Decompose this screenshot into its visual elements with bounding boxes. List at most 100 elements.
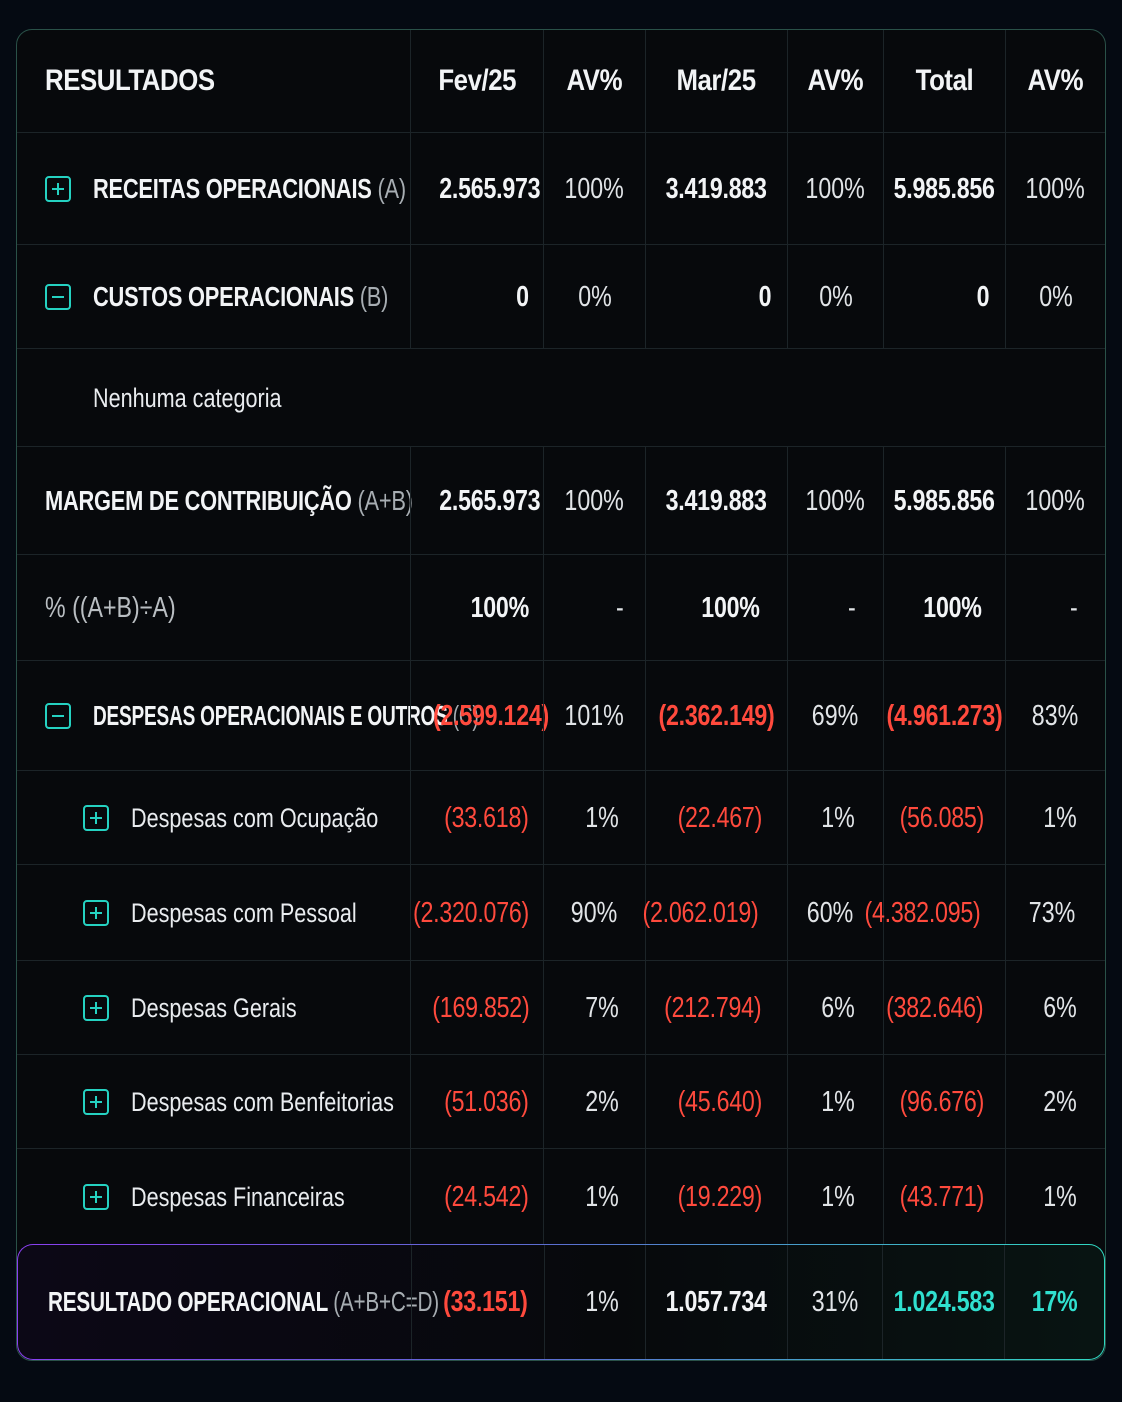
percentual-fev: 100% xyxy=(470,591,530,624)
column-header-av-mar[interactable]: AV% xyxy=(807,64,864,97)
receitas-suffix: (A) xyxy=(377,173,406,204)
pessoal-label: Despesas com Pessoal xyxy=(131,897,357,928)
subrow-despesas-ocupacao[interactable]: Despesas com Ocupação (33.618) 1% (22.46… xyxy=(17,770,1105,865)
dre-results-table: RESULTADOS Fev/25 AV% Mar/25 AV% Total A… xyxy=(16,29,1106,1361)
subrow-despesas-gerais[interactable]: Despesas Gerais (169.852) 7% (212.794) 6… xyxy=(17,960,1105,1055)
receitas-label: RECEITAS OPERACIONAIS xyxy=(93,173,372,204)
minus-square-icon xyxy=(52,715,64,717)
percentual-av-total: - xyxy=(1070,591,1079,624)
table-header-row: RESULTADOS Fev/25 AV% Mar/25 AV% Total A… xyxy=(17,30,1105,132)
expand-financeiras-button[interactable] xyxy=(83,1184,109,1210)
resultado-label: RESULTADO OPERACIONAL xyxy=(48,1286,328,1317)
receitas-av-total: 100% xyxy=(1025,172,1086,205)
ocupacao-av-mar: 1% xyxy=(821,801,855,834)
column-header-av-fev[interactable]: AV% xyxy=(566,64,623,97)
benfeitorias-label: Despesas com Benfeitorias xyxy=(131,1086,394,1117)
benfeitorias-fev: (51.036) xyxy=(444,1085,530,1118)
gerais-av-mar: 6% xyxy=(821,991,855,1024)
row-empty-category: Nenhuma categoria xyxy=(17,348,1105,447)
financeiras-mar: (19.229) xyxy=(677,1180,763,1213)
financeiras-av-fev: 1% xyxy=(585,1180,619,1213)
custos-fev: 0 xyxy=(516,280,529,313)
pessoal-fev: (2.320.076) xyxy=(412,896,529,929)
collapse-despesas-button[interactable] xyxy=(45,703,71,729)
margem-mar: 3.419.883 xyxy=(665,484,768,517)
despesas-label: DESPESAS OPERACIONAIS E OUTROS xyxy=(93,700,448,731)
resultado-mar: 1.057.734 xyxy=(665,1285,768,1318)
receitas-av-fev: 100% xyxy=(564,172,625,205)
gerais-av-fev: 7% xyxy=(585,991,619,1024)
percentual-label: % ((A+B)÷A) xyxy=(45,591,176,624)
despesas-av-total: 83% xyxy=(1032,699,1079,732)
custos-av-total: 0% xyxy=(1038,280,1073,313)
custos-total: 0 xyxy=(976,280,990,313)
subrow-despesas-pessoal[interactable]: Despesas com Pessoal (2.320.076) 90% (2.… xyxy=(17,864,1105,961)
receitas-fev: 2.565.973 xyxy=(439,172,541,205)
pessoal-total: (4.382.095) xyxy=(864,896,981,929)
despesas-mar: (2.362.149) xyxy=(658,699,775,732)
financeiras-av-mar: 1% xyxy=(821,1180,855,1213)
custos-av-mar: 0% xyxy=(818,280,853,313)
row-custos-operacionais[interactable]: CUSTOS OPERACIONAIS (B) 0 0% 0 0% 0 0% xyxy=(17,244,1105,349)
empty-category-text: Nenhuma categoria xyxy=(93,382,282,413)
despesas-suffix: (C) xyxy=(452,700,479,731)
collapse-custos-button[interactable] xyxy=(45,284,71,310)
gerais-av-total: 6% xyxy=(1043,991,1077,1024)
custos-suffix: (B) xyxy=(359,281,389,312)
ocupacao-fev: (33.618) xyxy=(444,801,530,834)
ocupacao-mar: (22.467) xyxy=(677,801,763,834)
despesas-fev: (2.599.124) xyxy=(433,699,550,732)
margem-total: 5.985.856 xyxy=(893,484,996,517)
percentual-av-mar: - xyxy=(848,591,857,624)
benfeitorias-total: (96.676) xyxy=(899,1085,985,1118)
benfeitorias-av-fev: 2% xyxy=(585,1085,619,1118)
despesas-av-mar: 69% xyxy=(812,699,859,732)
percentual-total: 100% xyxy=(923,591,982,624)
expand-pessoal-button[interactable] xyxy=(83,900,109,926)
margem-fev: 2.565.973 xyxy=(439,484,541,517)
row-resultado-operacional: RESULTADO OPERACIONAL (A+B+C=D) (33.151)… xyxy=(17,1244,1105,1360)
subrow-despesas-financeiras[interactable]: Despesas Financeiras (24.542) 1% (19.229… xyxy=(17,1148,1105,1245)
expand-gerais-button[interactable] xyxy=(83,995,109,1021)
row-margem-contribuicao: MARGEM DE CONTRIBUIÇÃO (A+B) 2.565.973 1… xyxy=(17,446,1105,555)
margem-av-mar: 100% xyxy=(805,484,866,517)
column-header-av-total[interactable]: AV% xyxy=(1027,64,1084,97)
receitas-av-mar: 100% xyxy=(805,172,866,205)
results-title: RESULTADOS xyxy=(45,64,215,97)
ocupacao-av-total: 1% xyxy=(1043,801,1077,834)
row-despesas-operacionais[interactable]: DESPESAS OPERACIONAIS E OUTROS (C) (2.59… xyxy=(17,660,1105,771)
percentual-mar: 100% xyxy=(701,591,760,624)
column-header-fev25[interactable]: Fev/25 xyxy=(438,64,516,97)
column-header-mar25[interactable]: Mar/25 xyxy=(676,64,757,97)
expand-ocupacao-button[interactable] xyxy=(83,805,109,831)
subrow-despesas-benfeitorias[interactable]: Despesas com Benfeitorias (51.036) 2% (4… xyxy=(17,1054,1105,1149)
gerais-fev: (169.852) xyxy=(431,991,529,1024)
pessoal-mar: (2.062.019) xyxy=(642,896,759,929)
ocupacao-label: Despesas com Ocupação xyxy=(131,802,379,833)
ocupacao-total: (56.085) xyxy=(899,801,985,834)
ocupacao-av-fev: 1% xyxy=(585,801,619,834)
resultado-total: 1.024.583 xyxy=(893,1285,995,1318)
despesas-av-fev: 101% xyxy=(564,699,625,732)
custos-label: CUSTOS OPERACIONAIS xyxy=(93,281,354,312)
custos-av-fev: 0% xyxy=(577,280,612,313)
resultado-fev: (33.151) xyxy=(443,1285,528,1318)
row-percentual-margem: % ((A+B)÷A) 100% - 100% - 100% - xyxy=(17,554,1105,661)
benfeitorias-mar: (45.640) xyxy=(677,1085,763,1118)
despesas-total: (4.961.273) xyxy=(886,699,1003,732)
receitas-total: 5.985.856 xyxy=(893,172,996,205)
resultado-av-fev: 1% xyxy=(585,1285,620,1318)
pessoal-av-fev: 90% xyxy=(570,896,618,929)
pessoal-av-mar: 60% xyxy=(806,896,854,929)
gerais-total: (382.646) xyxy=(885,991,983,1024)
minus-square-icon xyxy=(52,296,64,298)
financeiras-av-total: 1% xyxy=(1043,1180,1077,1213)
column-header-total[interactable]: Total xyxy=(915,64,974,97)
row-receitas-operacionais[interactable]: RECEITAS OPERACIONAIS (A) 2.565.973 100%… xyxy=(17,132,1105,245)
benfeitorias-av-mar: 1% xyxy=(821,1085,855,1118)
margem-av-fev: 100% xyxy=(564,484,625,517)
expand-benfeitorias-button[interactable] xyxy=(83,1089,109,1115)
margem-label: MARGEM DE CONTRIBUIÇÃO xyxy=(45,485,352,516)
expand-receitas-button[interactable] xyxy=(45,176,71,202)
pessoal-av-total: 73% xyxy=(1028,896,1076,929)
